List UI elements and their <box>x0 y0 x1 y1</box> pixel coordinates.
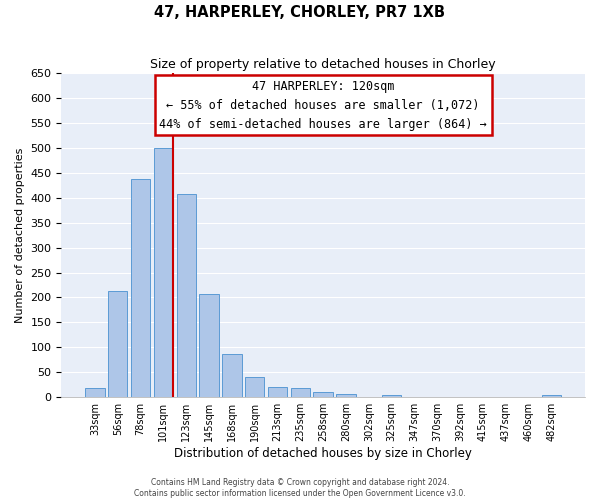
Text: 47 HARPERLEY: 120sqm
← 55% of detached houses are smaller (1,072)
44% of semi-de: 47 HARPERLEY: 120sqm ← 55% of detached h… <box>160 80 487 130</box>
Bar <box>108 292 127 397</box>
Bar <box>154 148 173 397</box>
Text: Contains HM Land Registry data © Crown copyright and database right 2024.
Contai: Contains HM Land Registry data © Crown c… <box>134 478 466 498</box>
Bar <box>542 394 561 397</box>
Y-axis label: Number of detached properties: Number of detached properties <box>15 148 25 323</box>
Bar <box>337 394 356 397</box>
Bar <box>222 354 242 397</box>
Title: Size of property relative to detached houses in Chorley: Size of property relative to detached ho… <box>151 58 496 70</box>
Bar <box>199 294 219 397</box>
Bar <box>290 388 310 397</box>
Bar <box>313 392 333 397</box>
Bar <box>245 378 265 397</box>
X-axis label: Distribution of detached houses by size in Chorley: Distribution of detached houses by size … <box>174 447 472 460</box>
Bar <box>85 388 104 397</box>
Bar <box>268 387 287 397</box>
Bar <box>176 194 196 397</box>
Bar <box>131 179 150 397</box>
Bar <box>382 395 401 397</box>
Text: 47, HARPERLEY, CHORLEY, PR7 1XB: 47, HARPERLEY, CHORLEY, PR7 1XB <box>155 5 445 20</box>
